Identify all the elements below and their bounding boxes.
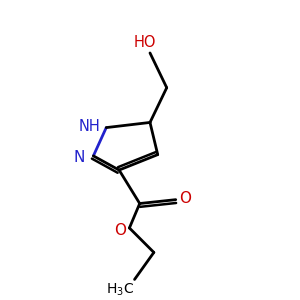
Text: N: N	[74, 151, 85, 166]
Text: NH: NH	[79, 119, 101, 134]
Text: O: O	[179, 191, 191, 206]
Text: H$_3$C: H$_3$C	[106, 281, 134, 298]
Text: O: O	[114, 223, 126, 238]
Text: HO: HO	[134, 35, 156, 50]
